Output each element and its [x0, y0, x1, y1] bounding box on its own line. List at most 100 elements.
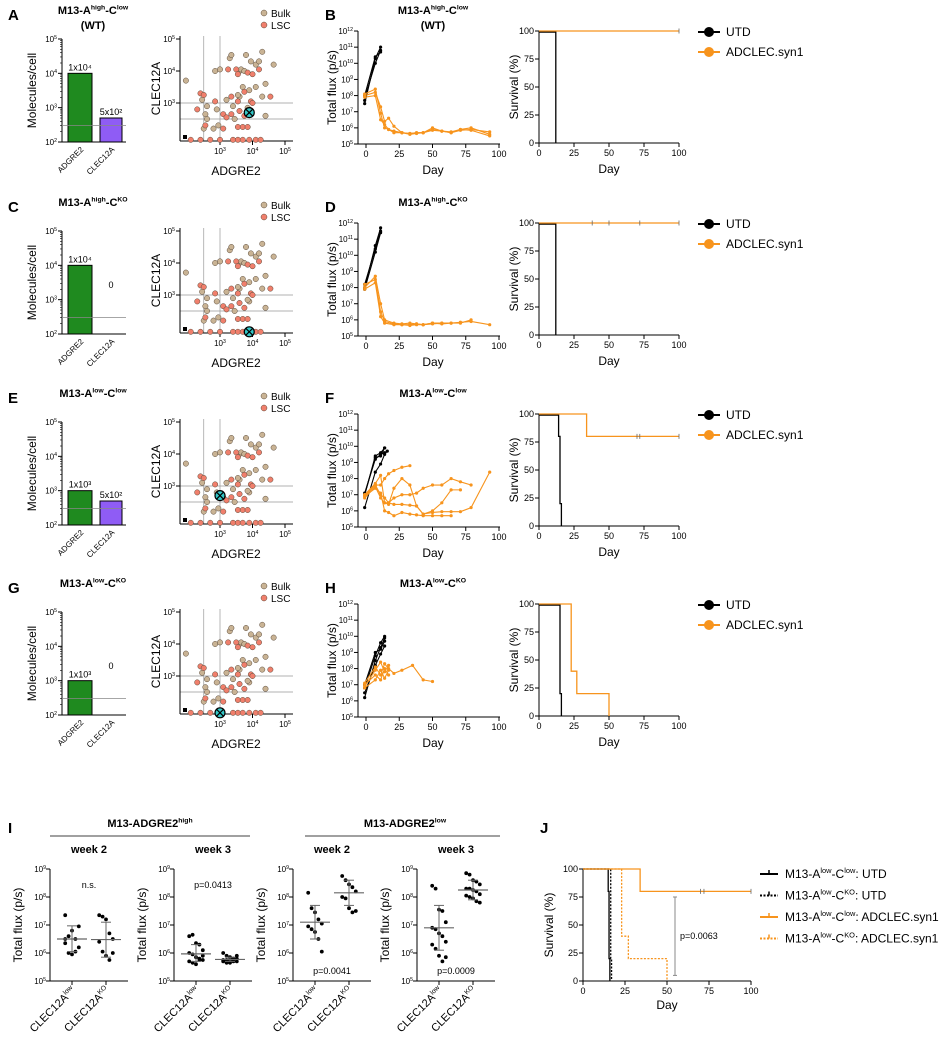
tick-label: 0 — [573, 976, 578, 986]
text-segment: -C — [105, 5, 117, 17]
data-point — [383, 451, 387, 455]
data-point — [430, 322, 435, 326]
x-axis-label: Day — [422, 163, 443, 177]
tick-label: 25 — [394, 149, 404, 159]
bulk-sample-point — [243, 52, 249, 58]
tick-exponent: 4 — [172, 259, 175, 265]
data-point — [430, 514, 435, 518]
tick-base: 10 — [341, 665, 350, 674]
superscript: high — [431, 197, 445, 204]
data-point — [400, 131, 404, 135]
data-point — [363, 287, 367, 291]
tick-label: 75 — [524, 437, 534, 447]
superscript: KO — [844, 888, 855, 897]
lsc-sample-point — [249, 673, 256, 679]
tick-label: 0 — [529, 138, 534, 148]
tick-exponent: 2 — [54, 138, 57, 144]
tick-label: 107 — [34, 921, 46, 930]
tick-label: 104 — [45, 642, 57, 651]
panel-letter: D — [325, 199, 336, 216]
lsc-sample-point — [244, 642, 251, 649]
tick-label: 105 — [163, 35, 175, 44]
tick-label: 1012 — [338, 410, 353, 419]
data-point — [373, 277, 377, 282]
superscript: low — [305, 984, 317, 996]
tick-label: 25 — [524, 683, 534, 693]
highlighted-cell-line-marker — [214, 490, 226, 502]
tick-label: 75 — [524, 54, 534, 64]
x-axis-label: Day — [598, 545, 619, 559]
lsc-sample-point — [249, 454, 256, 461]
lsc-sample-point — [230, 328, 236, 335]
superscript: high — [91, 197, 105, 204]
data-point — [488, 130, 492, 134]
data-point — [200, 958, 205, 962]
data-point — [443, 939, 448, 944]
series-adclec — [363, 87, 492, 138]
data-point — [363, 681, 367, 685]
tick-label: 104 — [247, 147, 259, 156]
data-point — [350, 910, 355, 915]
data-point — [440, 129, 444, 133]
tick-label: 0 — [536, 531, 541, 541]
data-point — [408, 512, 412, 516]
data-point — [400, 465, 404, 469]
tick-label: 0 — [536, 340, 541, 350]
tick-label: 0 — [580, 986, 585, 996]
data-point — [392, 514, 396, 518]
lsc-sample-point — [244, 452, 251, 459]
tick-exponent: 3 — [223, 339, 226, 345]
p-value: p=0.0009 — [437, 966, 475, 976]
data-point — [400, 493, 404, 497]
tick-label: 107 — [401, 921, 413, 930]
tick-exponent: 9 — [43, 865, 46, 871]
bulk-sample-point — [215, 122, 222, 129]
bulk-sample-point — [244, 677, 251, 684]
lsc-sample-point — [249, 292, 256, 298]
tick-label: 106 — [341, 697, 353, 706]
bulk-sample-point — [230, 295, 236, 302]
lsc-sample-point — [234, 454, 241, 461]
bulk-sample-point — [231, 308, 238, 314]
tick-base: 10 — [338, 600, 347, 609]
tick-exponent: 3 — [172, 99, 175, 105]
tick-label: 100 — [491, 722, 506, 732]
tick-exponent: 3 — [223, 530, 226, 536]
data-point — [387, 673, 391, 677]
data-point — [373, 87, 377, 91]
tick-base: 10 — [163, 99, 172, 108]
tick-base: 10 — [158, 865, 167, 874]
bulk-sample-point — [262, 463, 269, 470]
flux-chart-B: B M13-Ahigh-Clow(WT)105106107108109101010… — [325, 5, 507, 177]
tick-label: 0 — [363, 722, 368, 732]
superscript: low — [186, 984, 198, 996]
data-point — [400, 510, 404, 515]
lsc-sample-point — [234, 481, 241, 488]
panel-letter: C — [8, 199, 19, 216]
tick-exponent: 9 — [350, 648, 353, 654]
superscript: low — [844, 909, 856, 918]
data-point — [449, 510, 453, 514]
tick-exponent: 4 — [172, 640, 175, 646]
lsc-sample-point — [267, 666, 274, 673]
tick-base: 10 — [247, 147, 256, 156]
data-point — [383, 126, 387, 130]
tick-base: 10 — [341, 316, 350, 325]
tick-label: 106 — [34, 949, 46, 958]
data-point — [400, 502, 404, 507]
data-point — [387, 127, 391, 132]
bulk-sample-point — [244, 296, 251, 303]
tick-exponent: 5 — [172, 608, 175, 614]
dot-plot-3: week 2105106107108109CLEC12AlowCLEC12AKO… — [254, 844, 371, 1035]
lsc-sample-point — [249, 644, 256, 651]
lsc-sample-point — [230, 136, 236, 143]
tick-label: 100 — [491, 532, 506, 542]
data-point — [379, 231, 383, 235]
legend-marker — [704, 47, 714, 57]
data-point — [234, 953, 239, 958]
data-point — [443, 920, 448, 925]
bulk-sample-point — [223, 479, 230, 486]
tick-label: 105 — [163, 608, 175, 617]
